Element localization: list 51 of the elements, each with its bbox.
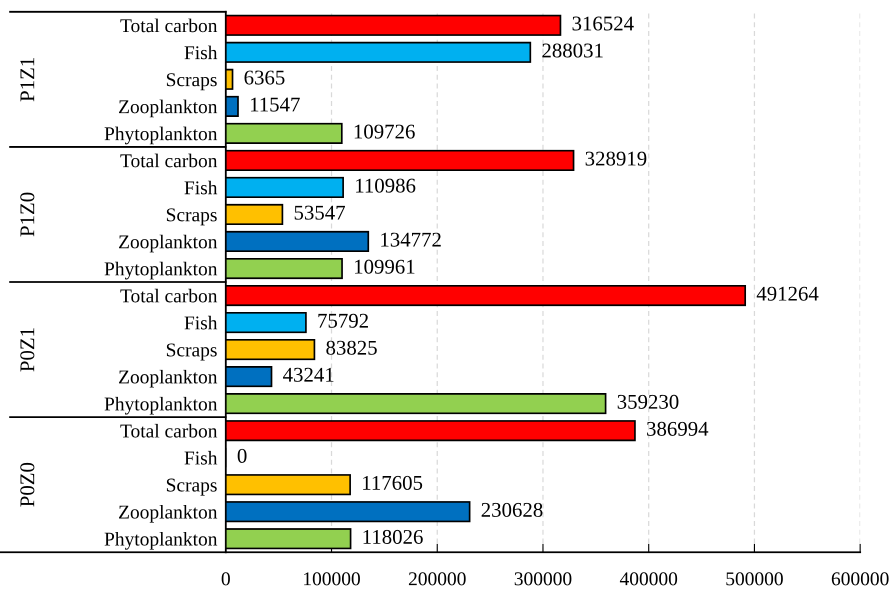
y-tick-label: Fish [184, 450, 218, 465]
x-tick-label: 0 [222, 572, 230, 586]
y-tick-label: Zooplankton [119, 504, 218, 523]
y-tick-label: Phytoplankton [104, 396, 218, 415]
y-tick-label: Total carbon [120, 424, 218, 438]
data-label: 75792 [318, 314, 368, 328]
data-label: 117605 [363, 476, 422, 490]
y-tick-label: Fish [184, 180, 218, 194]
y-tick-label: Scraps [166, 343, 217, 360]
data-label: 83825 [326, 340, 377, 355]
y-tick-label: Total carbon [120, 288, 218, 302]
data-label: 11547 [250, 98, 300, 112]
data-label: 0 [238, 448, 247, 463]
y-tick-label: Scraps [166, 208, 217, 226]
y-tick-label: Phytoplankton [104, 262, 218, 280]
data-label: 6365 [244, 70, 284, 85]
y-tick-label: Zooplankton [119, 234, 218, 252]
data-label: 359230 [618, 394, 678, 409]
y-tick-label: Scraps [166, 478, 217, 496]
data-label: 328919 [586, 152, 646, 166]
data-label: 134772 [381, 232, 441, 247]
y-tick-label: Total carbon [120, 154, 218, 168]
text: P1Z0 [20, 192, 34, 236]
data-label: 491264 [756, 286, 818, 301]
data-label: 43241 [283, 368, 334, 382]
data-label: 386994 [647, 422, 708, 436]
y-tick-label: Zooplankton [119, 100, 218, 118]
data-label: 109961 [354, 260, 414, 274]
y-tick-label: Zooplankton [119, 370, 218, 388]
x-tick-label: 600000 [832, 572, 889, 586]
y-tick-label: Phytoplankton [104, 532, 218, 550]
y-tick-label: Total carbon [120, 18, 218, 32]
data-label: 109726 [354, 124, 415, 139]
y-tick-label: Scraps [166, 73, 217, 90]
data-label: 230628 [482, 502, 542, 517]
x-tick-label: 500000 [726, 572, 783, 586]
x-tick-label: 200000 [408, 572, 466, 586]
data-label: 110986 [356, 178, 416, 193]
text: P0Z0 [20, 462, 34, 507]
text: P1Z1 [20, 58, 34, 102]
text: P0Z1 [20, 328, 34, 372]
data-label: 118026 [364, 530, 423, 544]
y-tick-label: Phytoplankton [104, 126, 218, 144]
data-label: 316524 [572, 16, 634, 31]
y-tick-label: Fish [184, 316, 218, 330]
data-label: 288031 [542, 43, 603, 58]
y-tick-label: Fish [184, 46, 218, 60]
x-tick-label: 300000 [514, 572, 572, 586]
x-tick-label: 100000 [304, 572, 360, 586]
data-label: 53547 [294, 206, 345, 220]
x-tick-label: 400000 [620, 572, 678, 586]
